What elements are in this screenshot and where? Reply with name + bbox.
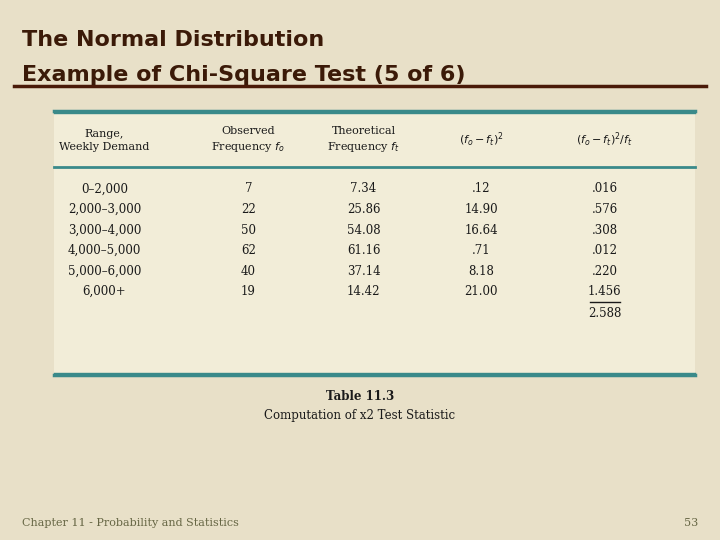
Text: .576: .576	[592, 203, 618, 216]
Text: Computation of x2 Test Statistic: Computation of x2 Test Statistic	[264, 409, 456, 422]
Text: .12: .12	[472, 183, 490, 195]
Text: 4,000–5,000: 4,000–5,000	[68, 244, 141, 257]
Text: 2.588: 2.588	[588, 307, 621, 320]
Text: .220: .220	[592, 265, 618, 278]
Text: 16.64: 16.64	[464, 224, 498, 237]
Text: 14.42: 14.42	[347, 285, 380, 298]
Text: 54.08: 54.08	[347, 224, 380, 237]
Text: 25.86: 25.86	[347, 203, 380, 216]
Text: 21.00: 21.00	[464, 285, 498, 298]
Text: $(f_o - f_t)^2$: $(f_o - f_t)^2$	[459, 131, 503, 150]
Text: 6,000+: 6,000+	[83, 285, 126, 298]
Text: 37.14: 37.14	[347, 265, 380, 278]
Text: 1.456: 1.456	[588, 285, 621, 298]
Text: .012: .012	[592, 244, 618, 257]
Text: 3,000–4,000: 3,000–4,000	[68, 224, 141, 237]
Text: 2,000–3,000: 2,000–3,000	[68, 203, 141, 216]
Text: 40: 40	[241, 265, 256, 278]
Text: 8.18: 8.18	[468, 265, 494, 278]
Text: Range,
Weekly Demand: Range, Weekly Demand	[59, 129, 150, 152]
Text: 50: 50	[241, 224, 256, 237]
Text: Chapter 11 - Probability and Statistics: Chapter 11 - Probability and Statistics	[22, 518, 238, 528]
Text: 14.90: 14.90	[464, 203, 498, 216]
Text: .71: .71	[472, 244, 490, 257]
Text: 62: 62	[241, 244, 256, 257]
Text: .308: .308	[592, 224, 618, 237]
Text: The Normal Distribution: The Normal Distribution	[22, 30, 324, 50]
Text: Theoretical
Frequency $f_t$: Theoretical Frequency $f_t$	[327, 126, 400, 154]
Text: 5,000–6,000: 5,000–6,000	[68, 265, 141, 278]
Text: 61.16: 61.16	[347, 244, 380, 257]
Text: 53: 53	[684, 518, 698, 528]
Text: Table 11.3: Table 11.3	[326, 390, 394, 403]
Text: 19: 19	[241, 285, 256, 298]
Text: 22: 22	[241, 203, 256, 216]
Text: Observed
Frequency $f_o$: Observed Frequency $f_o$	[212, 126, 285, 154]
Text: $(f_o - f_t)^2/f_t$: $(f_o - f_t)^2/f_t$	[576, 131, 634, 150]
Text: 7.34: 7.34	[351, 183, 377, 195]
Text: 0–2,000: 0–2,000	[81, 183, 128, 195]
Text: Example of Chi-Square Test (5 of 6): Example of Chi-Square Test (5 of 6)	[22, 65, 465, 85]
Text: 7: 7	[245, 183, 252, 195]
Text: .016: .016	[592, 183, 618, 195]
